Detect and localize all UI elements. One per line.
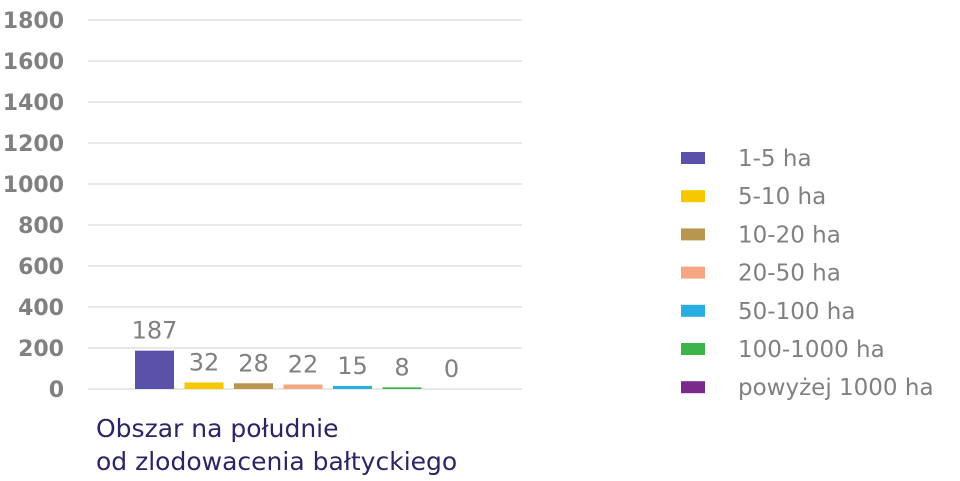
bar	[283, 384, 323, 389]
legend-label: powyżej 1000 ha	[738, 375, 934, 401]
legend-label: 5-10 ha	[738, 184, 826, 210]
y-tick-label: 400	[18, 296, 64, 321]
legend-label: 20-50 ha	[738, 261, 841, 287]
legend-swatch	[681, 190, 705, 203]
bar	[382, 387, 422, 389]
bar	[135, 350, 174, 389]
y-tick-label: 1000	[3, 173, 64, 198]
y-tick-label: 800	[18, 214, 64, 239]
bar	[234, 383, 273, 389]
bar	[333, 385, 372, 389]
y-axis: 0 200 400 600 800 1000 1200 1400 1600 1800	[3, 9, 64, 403]
data-label: 28	[238, 349, 269, 377]
data-label: 8	[394, 353, 409, 381]
legend-label: 50-100 ha	[738, 299, 855, 325]
category-label-line-2: od zlodowacenia bałtyckiego	[96, 447, 457, 476]
legend-swatch	[681, 152, 705, 164]
data-label: 0	[444, 355, 459, 383]
bar	[184, 382, 224, 389]
legend-label: 10-20 ha	[738, 222, 841, 248]
y-tick-label: 0	[49, 378, 64, 403]
legend-swatch	[681, 228, 705, 241]
legend-swatch	[681, 381, 705, 394]
data-label: 22	[288, 350, 319, 378]
legend-swatch	[681, 343, 705, 355]
data-label: 32	[189, 348, 220, 376]
y-tick-label: 1800	[3, 9, 64, 34]
category-label-line-1: Obszar na południe	[96, 414, 339, 443]
category-label: Obszar na południe od zlodowacenia bałty…	[96, 414, 457, 476]
gridlines	[88, 19, 522, 390]
y-tick-label: 1400	[3, 91, 64, 116]
y-tick-label: 1600	[3, 50, 64, 75]
data-label: 15	[337, 352, 368, 380]
legend-swatch	[681, 266, 705, 279]
y-tick-label: 200	[18, 337, 64, 362]
y-tick-label: 600	[18, 255, 64, 280]
data-labels: 187 32 28 22 15 8 0	[132, 317, 460, 383]
data-label: 187	[132, 317, 178, 345]
legend-swatch	[681, 304, 705, 317]
bars	[135, 350, 422, 389]
legend-label: 100-1000 ha	[738, 337, 885, 363]
legend: 1-5 ha 5-10 ha 10-20 ha 20-50 ha 50-100 ha 10…	[681, 146, 934, 401]
y-tick-label: 1200	[3, 132, 64, 157]
legend-label: 1-5 ha	[738, 146, 812, 172]
